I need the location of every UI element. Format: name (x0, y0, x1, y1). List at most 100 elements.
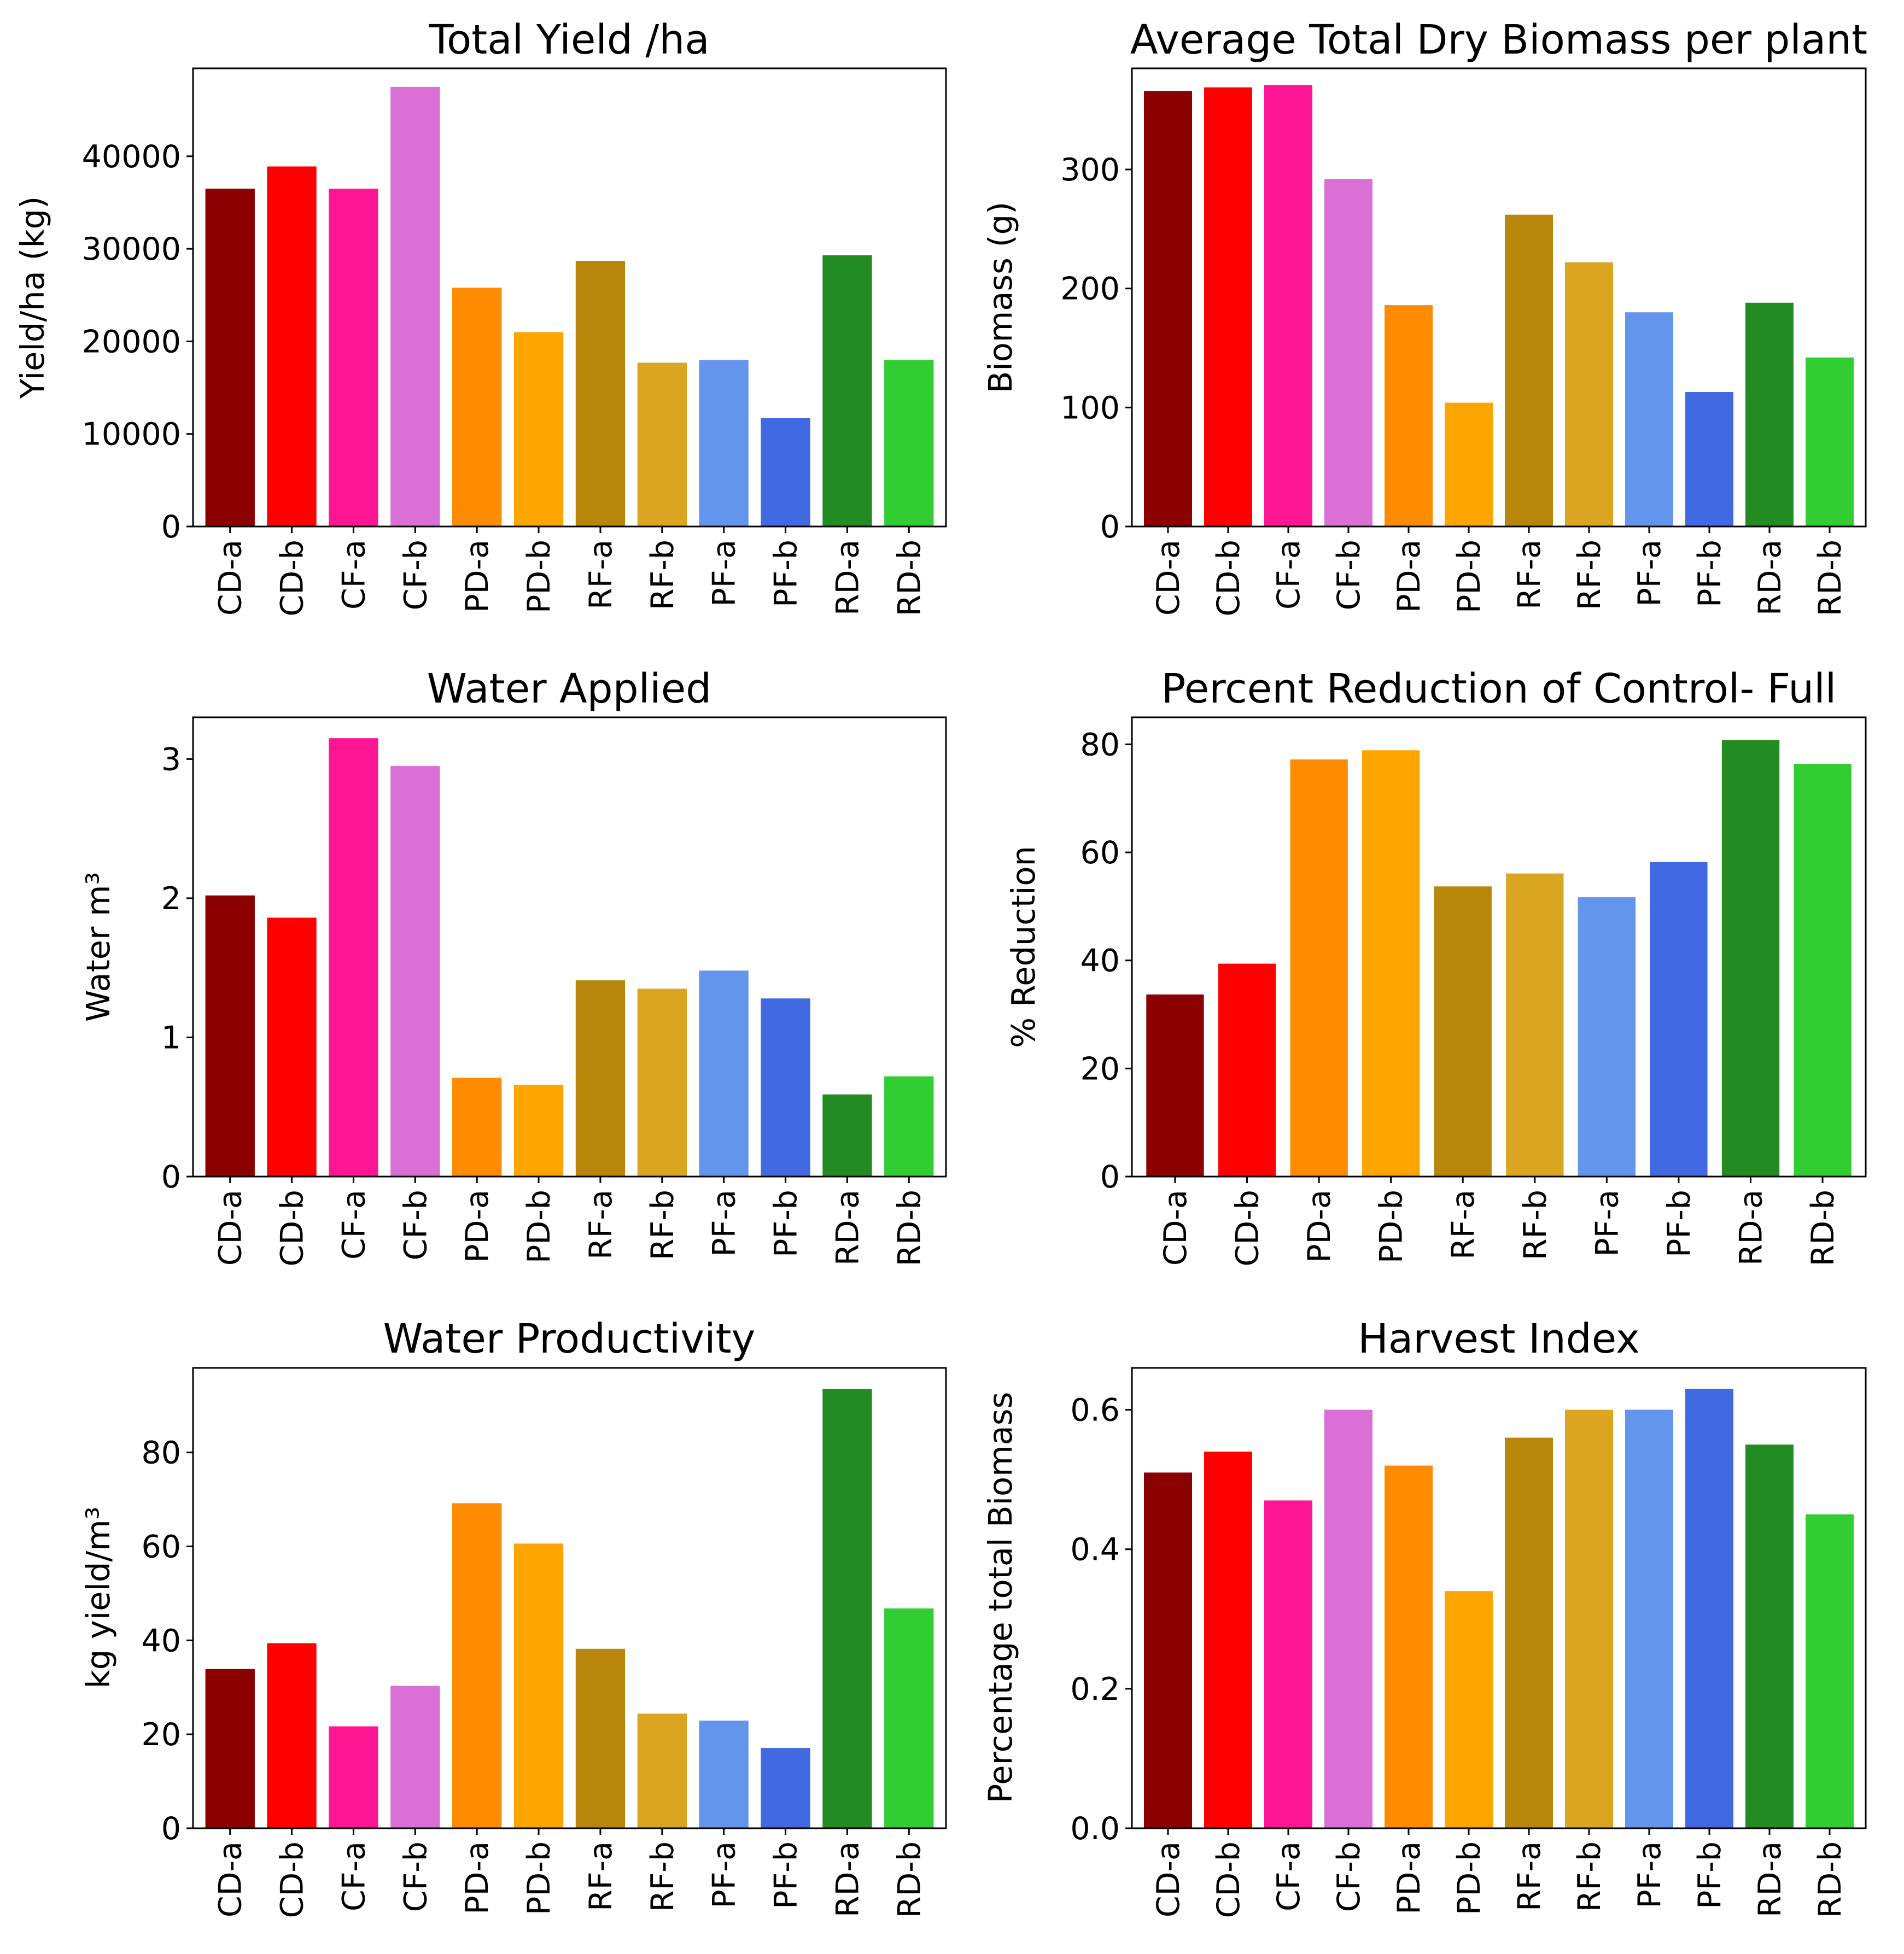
x-tick-label: CD-b (1230, 1190, 1266, 1266)
bar-cf-b (1324, 179, 1372, 526)
x-tick-label: CD-a (213, 1841, 249, 1917)
x-tick-label: RF-b (1517, 1190, 1553, 1260)
x-tick-label: RF-a (583, 1190, 619, 1260)
x-tick-label: RF-b (645, 1841, 681, 1912)
bar-rf-a (575, 1648, 626, 1828)
bar-cf-a (329, 738, 378, 1177)
chart-dry-biomass: Average Total Dry Biomass per plant Biom… (982, 16, 1867, 616)
axes-frame (1131, 1367, 1867, 1829)
x-tick-label: PF-b (1692, 540, 1728, 607)
x-tick-label: PF-b (1661, 1190, 1697, 1257)
bar-pd-a (1385, 1465, 1433, 1828)
y-tick-label: 0 (161, 1811, 181, 1847)
x-tick-label: RD-b (891, 1841, 927, 1918)
y-tick-label: 40 (1080, 943, 1120, 979)
x-tick-label: PF-a (1632, 1841, 1668, 1909)
bar-cf-a (1264, 1500, 1312, 1828)
x-tick-label: RD-a (1752, 1841, 1788, 1917)
y-axis-label: kg yield/m³ (79, 1507, 117, 1689)
bar-rd-b (1806, 357, 1854, 526)
x-tick-label: CD-a (1150, 540, 1187, 616)
bar-pd-b (1362, 750, 1420, 1177)
chart-title: Average Total Dry Biomass per plant (1130, 16, 1867, 63)
chart-title: Harvest Index (1358, 1315, 1640, 1362)
axes-frame (1131, 67, 1867, 528)
x-tick-label: PD-a (459, 540, 495, 613)
y-tick-label: 30000 (82, 231, 181, 267)
bar-cd-a (1144, 91, 1192, 526)
bar-pd-b (1445, 402, 1493, 526)
bar-cd-a (1146, 994, 1204, 1177)
bar-rf-a (1505, 1437, 1553, 1828)
bar-rf-b (1565, 1409, 1613, 1828)
y-axis-label: Water m³ (79, 872, 117, 1022)
x-tick-label: RD-b (1812, 1841, 1848, 1918)
chart-percent-reduction: Percent Reduction of Control- Full % Red… (1004, 665, 1867, 1266)
chart-water-productivity: Water Productivity kg yield/m³ 0 20 40 60 80… (79, 1315, 947, 1918)
bar-rf-b (637, 988, 687, 1177)
bar-pd-a (452, 1503, 502, 1828)
bar-pd-b (513, 332, 564, 526)
bar-cf-b (390, 86, 440, 526)
bar-cf-b (390, 766, 440, 1177)
bar-pf-b (761, 998, 810, 1177)
bar-rf-b (1506, 873, 1564, 1177)
x-tick-label: CD-a (1150, 1841, 1187, 1917)
x-tick-label: CF-a (336, 1190, 372, 1260)
bar-cd-b (1204, 1452, 1252, 1828)
y-tick-label: 20 (141, 1717, 181, 1753)
x-tick-label: RF-a (583, 1841, 619, 1911)
bar-cd-b (1218, 963, 1276, 1177)
x-tick-label: RD-b (891, 540, 927, 616)
y-tick-label: 200 (1060, 271, 1120, 307)
x-tick-label: PF-b (768, 1841, 804, 1909)
bar-rd-a (822, 1094, 872, 1177)
chart-water-applied: Water Applied Water m³ 0 1 2 3 CD-a CD-b CF-a C… (79, 665, 947, 1266)
x-tick-label: RD-b (891, 1190, 927, 1266)
x-tick-label: CD-a (213, 1190, 249, 1266)
bar-cf-b (1324, 1409, 1372, 1828)
bar-rf-a (1505, 214, 1553, 526)
bar-pd-b (1445, 1591, 1493, 1828)
x-tick-label: CF-b (1331, 540, 1367, 610)
plot-area: 0 20 40 60 80 CD-a CD-b CF-a CF-b PD-a PD-b RF-a RF-… (141, 1367, 947, 1918)
chart-harvest-index: Harvest Index Percentage total Biomass 0… (982, 1315, 1867, 1918)
bar-rd-a (1721, 740, 1780, 1177)
x-tick-label: RF-a (583, 540, 619, 610)
bar-pd-a (452, 288, 502, 526)
x-tick-label: CD-b (1211, 1841, 1247, 1918)
y-tick-label: 0 (161, 1159, 181, 1195)
x-tick-label: PD-b (521, 1841, 557, 1915)
bar-pf-a (1578, 897, 1636, 1177)
axes-frame (1131, 716, 1867, 1178)
x-tick-label: CF-a (336, 1841, 372, 1911)
x-tick-label: RD-a (1733, 1190, 1769, 1266)
bar-rd-b (1806, 1514, 1854, 1828)
x-tick-label: PD-b (1451, 540, 1487, 613)
bar-pf-a (1625, 312, 1673, 526)
bar-cf-b (390, 1686, 440, 1828)
bar-pd-b (513, 1085, 564, 1177)
x-tick-label: CF-b (398, 1190, 434, 1260)
y-tick-label: 300 (1060, 152, 1120, 188)
y-axis-label: Percentage total Biomass (982, 1392, 1019, 1803)
axes-frame (192, 716, 947, 1178)
x-tick-label: PF-a (706, 540, 743, 607)
x-tick-label: RF-b (645, 1190, 681, 1260)
plot-area: 0 10000 20000 30000 40000 CD-a CD-b CF-a CF-b PD-… (82, 67, 947, 616)
y-tick-label: 10000 (82, 417, 181, 453)
bar-cd-a (205, 1669, 255, 1828)
bar-rd-a (822, 1389, 872, 1828)
y-tick-label: 0 (161, 509, 181, 545)
x-tick-label: CF-b (1331, 1841, 1367, 1912)
x-tick-label: CD-a (1158, 1190, 1194, 1266)
y-tick-label: 2 (161, 881, 181, 917)
plot-area: 0 20 40 60 80 CD-a CD-b PD-a PD-b RF-a RF-b PF-a PF-… (1080, 716, 1867, 1266)
x-tick-label: PD-b (1374, 1190, 1410, 1263)
x-tick-label: PD-a (459, 1841, 495, 1915)
bar-rd-b (884, 1076, 934, 1177)
x-tick-label: CD-a (213, 540, 249, 616)
bar-rd-a (1745, 1444, 1794, 1828)
bar-cf-a (329, 1726, 378, 1828)
